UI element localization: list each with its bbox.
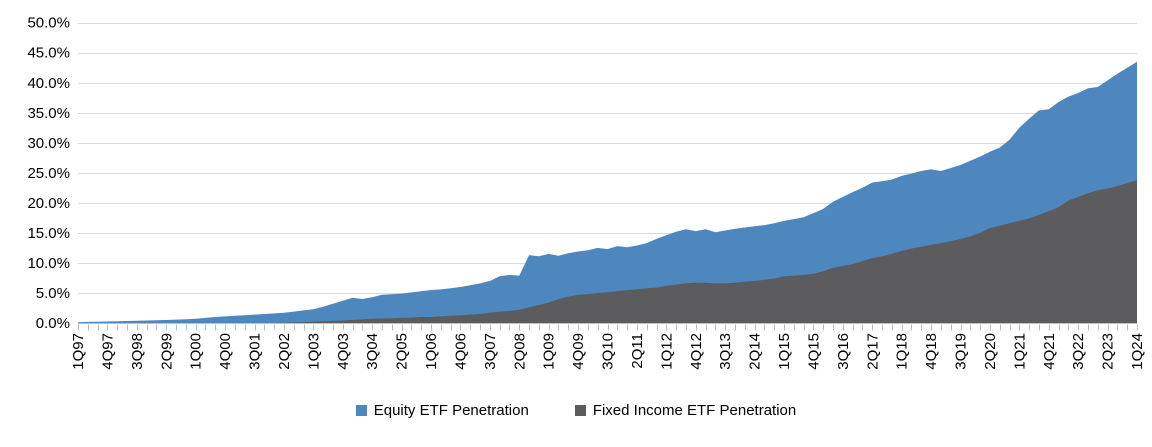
- x-axis-label: 3Q19: [953, 333, 970, 370]
- x-axis-label: 3Q04: [364, 333, 381, 370]
- x-axis-label: 4Q21: [1041, 333, 1058, 370]
- chart-canvas: 1Q97 4Q97 3Q98 2Q99 1Q00 4Q00 3Q01 2Q02 1Q03 4Q03…: [27, 15, 1146, 370]
- y-axis-label: 45.0%: [27, 45, 70, 62]
- fixed-income-legend-label: Fixed Income ETF Penetration: [592, 401, 797, 419]
- x-axis-label: 1Q12: [658, 333, 675, 370]
- fixed-income-area-series: [78, 180, 1137, 323]
- x-axis-label: 1Q97: [70, 333, 87, 370]
- y-axis-label: 10.0%: [27, 255, 70, 272]
- x-axis-label: 1Q06: [423, 333, 440, 370]
- x-axis-label: 3Q07: [482, 333, 499, 370]
- y-gridlines: [78, 23, 1137, 324]
- x-axis-label: 4Q15: [805, 333, 822, 370]
- y-axis-label: 35.0%: [27, 105, 70, 122]
- y-axis-label: 40.0%: [27, 75, 70, 92]
- x-axis-label: 3Q98: [129, 333, 146, 370]
- y-axis-label: 20.0%: [27, 195, 70, 212]
- x-axis-label: 2Q14: [747, 333, 764, 370]
- y-axis-label: 0.0%: [36, 315, 70, 332]
- x-axis-label: 1Q24: [1129, 333, 1146, 370]
- x-axis-label: 3Q13: [717, 333, 734, 370]
- x-axis-label: 2Q05: [394, 333, 411, 370]
- y-axis-label: 50.0%: [27, 15, 70, 32]
- x-axis-label: 4Q06: [452, 333, 469, 370]
- y-axis-label: 25.0%: [27, 165, 70, 182]
- x-axis-label: 1Q18: [894, 333, 911, 370]
- x-axis-label: 4Q18: [923, 333, 940, 370]
- x-axis-label: 2Q17: [864, 333, 881, 370]
- chart-legend: Equity ETF Penetration Fixed Income ETF …: [0, 399, 1152, 421]
- x-axis-label: 4Q03: [335, 333, 352, 370]
- x-axis-label: 1Q00: [188, 333, 205, 370]
- equity-legend-label: Equity ETF Penetration: [373, 401, 529, 419]
- x-axis-label: 1Q15: [776, 333, 793, 370]
- x-axis-label: 2Q20: [982, 333, 999, 370]
- y-axis-label: 5.0%: [36, 285, 70, 302]
- x-axis-label: 1Q03: [305, 333, 322, 370]
- x-axis-label: 4Q12: [688, 333, 705, 370]
- y-axis-label: 30.0%: [27, 135, 70, 152]
- legend-item-equity: Equity ETF Penetration: [355, 401, 529, 419]
- y-axis-labels: 0.0% 5.0% 10.0% 15.0% 20.0% 25.0% 30.0% 35.0% 40…: [27, 15, 70, 332]
- equity-legend-swatch-icon: [355, 404, 367, 416]
- x-axis-label: 4Q09: [570, 333, 587, 370]
- fixed-income-legend-swatch-icon: [574, 404, 586, 416]
- x-axis-label: 4Q97: [99, 333, 116, 370]
- x-axis-label: 2Q08: [511, 333, 528, 370]
- x-axis-label: 3Q10: [600, 333, 617, 370]
- x-axis-label: 2Q11: [629, 333, 646, 369]
- x-axis-label: 3Q16: [835, 333, 852, 370]
- x-axis-label: 2Q23: [1100, 333, 1117, 370]
- x-axis-label: 3Q22: [1070, 333, 1087, 370]
- x-axis-label: 2Q02: [276, 333, 293, 370]
- x-axis-ticks: [78, 324, 1138, 331]
- x-axis-label: 4Q00: [217, 333, 234, 370]
- x-axis-label: 1Q09: [541, 333, 558, 370]
- x-axis-label: 1Q21: [1011, 333, 1028, 370]
- x-axis-label: 2Q99: [158, 333, 175, 370]
- equity-area-series: [78, 61, 1137, 323]
- x-axis-label: 3Q01: [247, 333, 264, 370]
- x-axis-labels: 1Q97 4Q97 3Q98 2Q99 1Q00 4Q00 3Q01 2Q02 1Q03 4Q03…: [70, 333, 1146, 370]
- y-axis-label: 15.0%: [27, 225, 70, 242]
- legend-item-fixed-income: Fixed Income ETF Penetration: [574, 401, 797, 419]
